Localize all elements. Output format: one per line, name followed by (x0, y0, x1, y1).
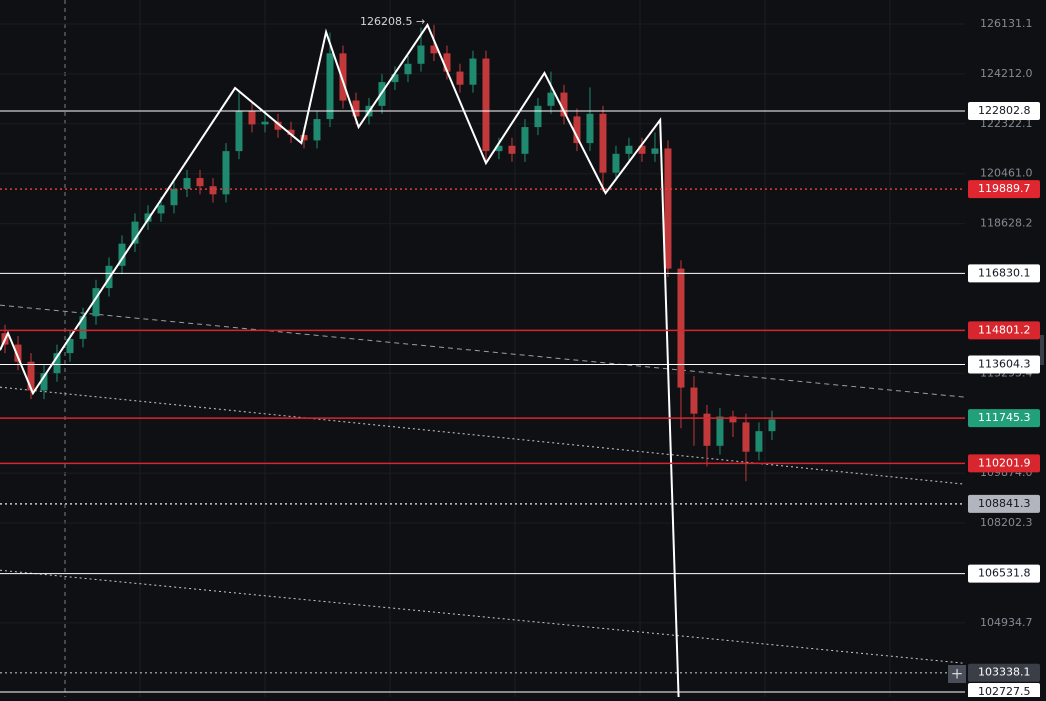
add-icon: + (951, 665, 964, 683)
candle-body (352, 100, 360, 117)
annotation: 126208.5 → (360, 15, 425, 28)
level-label-box (968, 663, 1040, 682)
candle-body (573, 116, 581, 144)
candle-body (196, 178, 204, 187)
level-label: 116830.1 (978, 266, 1031, 279)
candle-body (547, 92, 555, 106)
candle-body (339, 53, 347, 101)
candle-body (716, 416, 724, 446)
candle-body (703, 413, 711, 446)
candle-body (300, 135, 308, 141)
candle-body (651, 148, 659, 154)
candle-body (443, 53, 451, 72)
y-tick-label: 124212.0 (980, 67, 1033, 80)
candle-body (482, 58, 490, 152)
candle-body (79, 316, 87, 339)
candle-body (326, 53, 334, 120)
y-tick-label: 118628.2 (980, 217, 1033, 230)
level-label: 122802.8 (978, 104, 1031, 117)
y-tick-label: 126131.1 (980, 17, 1033, 30)
candle-body (235, 111, 243, 152)
level-label: 113604.3 (978, 357, 1031, 370)
level-label-box (968, 321, 1040, 340)
candle-body (248, 111, 256, 125)
y-tick-label: 120461.0 (980, 167, 1033, 180)
level-label: 106531.8 (978, 567, 1031, 580)
candle-body (131, 221, 139, 244)
trend-line (0, 569, 965, 664)
level-label: 102727.5 (978, 685, 1031, 697)
candle-body (157, 205, 165, 214)
candle-body (599, 113, 607, 173)
level-label-box (968, 494, 1040, 513)
add-button[interactable] (948, 665, 966, 683)
candle-body (521, 127, 529, 154)
candle-body (261, 121, 269, 125)
candle-body (768, 419, 776, 432)
level-label-box (968, 355, 1040, 374)
candle-body (287, 129, 295, 136)
y-tick-label: 122322.1 (980, 117, 1033, 130)
candle-body (638, 145, 646, 154)
candle-body (508, 145, 516, 154)
candle-body (495, 145, 503, 152)
level-label-box (968, 102, 1040, 121)
level-label: 110201.9 (978, 456, 1031, 469)
candle-body (14, 344, 22, 362)
candle-body (183, 178, 191, 189)
level-label-box (968, 454, 1040, 473)
candle-body (53, 353, 61, 374)
candle-body (391, 74, 399, 83)
candle-body (209, 186, 217, 195)
level-label-box (968, 409, 1040, 428)
candle-body (729, 416, 737, 423)
candle-body (456, 71, 464, 85)
candle-body (664, 148, 672, 269)
candle-body (560, 92, 568, 117)
level-label-box (968, 564, 1040, 583)
candle-body (66, 338, 74, 354)
candle-body (755, 431, 763, 452)
candle-body (92, 288, 100, 317)
level-label: 108841.3 (978, 497, 1031, 510)
candle-body (430, 45, 438, 54)
candle-body (534, 105, 542, 128)
scroll-handle[interactable] (1040, 335, 1044, 365)
candle-body (313, 119, 321, 141)
level-label-box (968, 180, 1040, 199)
candle-body (118, 243, 126, 266)
candle-body (690, 387, 698, 414)
y-tick-label: 104934.7 (980, 616, 1033, 629)
candle-body (625, 145, 633, 154)
zigzag-line (0, 22, 680, 697)
candle-body (170, 188, 178, 206)
candle-body (274, 121, 282, 130)
y-tick-label: 108202.3 (980, 516, 1033, 529)
candle-body (742, 422, 750, 452)
level-label-box (968, 264, 1040, 283)
candle-body (144, 213, 152, 222)
candle-body (586, 113, 594, 144)
candle-body (27, 361, 35, 391)
trend-line (0, 386, 965, 485)
candle-body (677, 268, 685, 388)
candle-body (222, 151, 230, 195)
candle-body (40, 373, 48, 391)
level-label: 111745.3 (978, 411, 1031, 424)
level-label: 119889.7 (978, 182, 1031, 195)
candle-body (417, 45, 425, 64)
level-label: 114801.2 (978, 323, 1031, 336)
candle-body (404, 63, 412, 75)
candle-body (612, 153, 620, 173)
level-label: 103338.1 (978, 666, 1031, 679)
candle-body (469, 58, 477, 85)
